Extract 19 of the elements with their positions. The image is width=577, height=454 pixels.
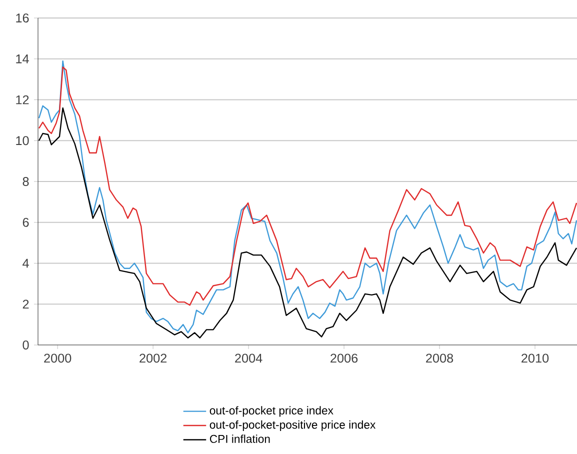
x-tick-label: 2010 [522, 354, 549, 363]
legend-label: CPI inflation [210, 434, 270, 443]
y-tick-label: 8 [22, 177, 29, 186]
y-tick-label: 0 [22, 340, 29, 350]
y-tick-label: 12 [16, 95, 29, 104]
x-tick-label: 2008 [426, 354, 454, 363]
y-tick-label: 2 [22, 300, 29, 309]
x-tick-label: 2002 [140, 354, 167, 363]
y-tick-label: 4 [22, 258, 29, 268]
line-series [38, 107, 577, 338]
legend-label: out-of-pocket-positive price index [210, 420, 376, 431]
y-tick-label: 10 [16, 136, 29, 146]
legend-label: out-of-pocket price index [210, 406, 334, 417]
y-tick-label: 16 [16, 14, 29, 22]
x-tick-label: 2000 [44, 354, 72, 363]
y-tick-label: 6 [22, 218, 29, 227]
y-tick-label: 14 [16, 54, 29, 64]
x-tick-label: 2006 [330, 354, 358, 363]
x-tick-label: 2004 [235, 354, 262, 363]
